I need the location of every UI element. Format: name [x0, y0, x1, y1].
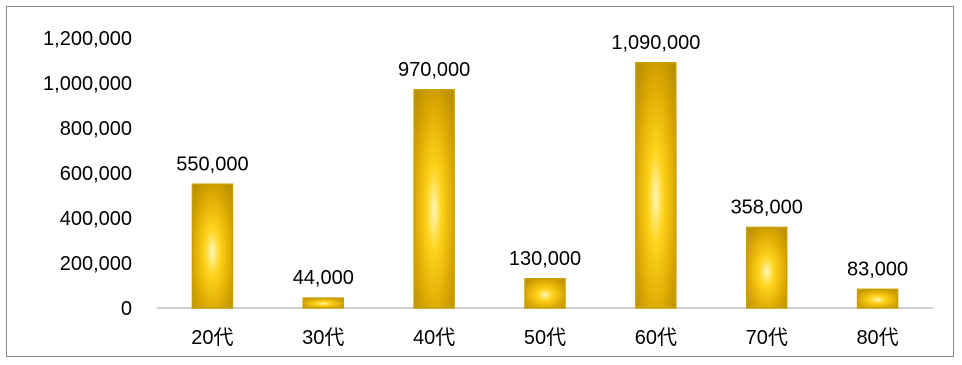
y-tick-label: 1,000,000 [43, 73, 132, 95]
y-tick-label: 600,000 [60, 163, 132, 185]
x-tick-label: 30代 [302, 326, 344, 349]
bar-60代 [635, 62, 677, 309]
data-label: 44,000 [293, 267, 354, 289]
x-tick-label: 80代 [856, 326, 898, 349]
bar-20代 [191, 183, 234, 309]
x-tick-label: 20代 [191, 326, 233, 349]
x-tick-label: 50代 [524, 326, 566, 349]
data-label: 83,000 [847, 258, 908, 280]
bars [191, 62, 899, 309]
data-label: 550,000 [176, 153, 248, 175]
data-label: 1,090,000 [611, 32, 700, 54]
y-tick-label: 0 [121, 298, 132, 320]
bar-50代 [524, 278, 566, 309]
y-tick-label: 1,200,000 [43, 28, 132, 50]
bar-40代 [413, 89, 455, 309]
y-axis: 0 200,000 400,000 600,000 800,000 1,000,000 1,… [43, 28, 132, 320]
x-axis: 20代 30代 40代 50代 60代 70代 80代 [191, 326, 898, 349]
y-tick-label: 200,000 [60, 253, 132, 275]
bar-30代 [302, 297, 345, 309]
chart-frame [6, 6, 954, 357]
x-tick-label: 40代 [413, 326, 455, 349]
x-tick-label: 70代 [746, 326, 788, 349]
data-label: 358,000 [731, 196, 803, 218]
x-tick-label: 60代 [635, 326, 677, 349]
data-label: 130,000 [509, 248, 581, 270]
y-tick-label: 400,000 [60, 208, 132, 230]
bar-80代 [856, 288, 899, 309]
bar-70代 [745, 226, 788, 309]
data-label: 970,000 [398, 59, 470, 81]
data-labels: 550,000 44,000 970,000 130,000 1,090,000 358,… [176, 32, 908, 289]
y-tick-label: 800,000 [60, 118, 132, 140]
